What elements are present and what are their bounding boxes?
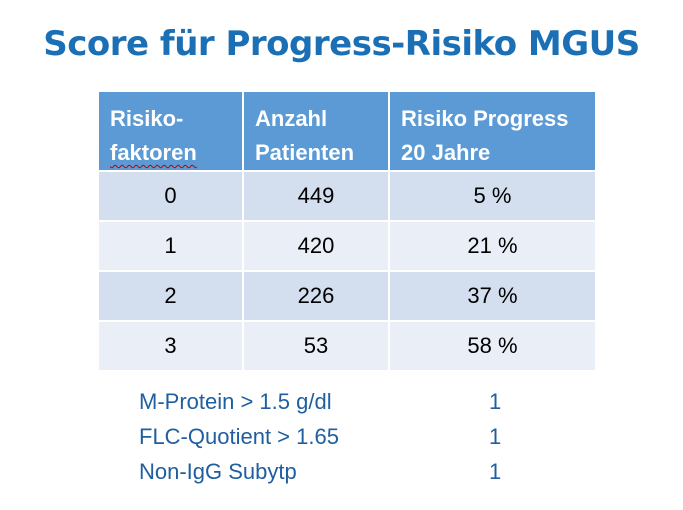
header-line: Risiko Progress: [401, 106, 569, 131]
cell-patients: 53: [242, 320, 390, 372]
cell-risk: 58 %: [388, 320, 597, 372]
cell-factors: 1: [97, 220, 244, 272]
factor-score: 1: [489, 459, 502, 484]
header-line: faktoren: [110, 140, 197, 165]
header-line: 20 Jahre: [401, 140, 491, 165]
table-header-row: Risiko- faktoren Anzahl Patienten Risiko…: [97, 90, 597, 172]
cell-factors: 2: [97, 270, 244, 322]
table-row: 3 53 58 %: [97, 320, 597, 372]
factor-label: FLC-Quotient > 1.65: [139, 424, 339, 449]
factor-score: 1: [489, 389, 502, 414]
header-progress-risk: Risiko Progress 20 Jahre: [388, 90, 597, 172]
risk-score-table: Risiko- faktoren Anzahl Patienten Risiko…: [97, 90, 597, 372]
header-line: Anzahl: [255, 106, 328, 131]
header-line: Risiko-: [110, 106, 184, 131]
list-item: Non-IgG Subytp 1: [139, 454, 519, 489]
table-row: 0 449 5 %: [97, 170, 597, 222]
cell-patients: 449: [242, 170, 390, 222]
list-item: M-Protein > 1.5 g/dl 1: [139, 384, 519, 419]
header-risk-factors: Risiko- faktoren: [97, 90, 244, 172]
factor-label: Non-IgG Subytp: [139, 459, 297, 484]
cell-risk: 21 %: [388, 220, 597, 272]
table-row: 2 226 37 %: [97, 270, 597, 322]
slide-title: Score für Progress-Risiko MGUS: [43, 24, 640, 64]
cell-factors: 3: [97, 320, 244, 372]
cell-patients: 226: [242, 270, 390, 322]
cell-factors: 0: [97, 170, 244, 222]
factor-label: M-Protein > 1.5 g/dl: [139, 389, 332, 414]
table-row: 1 420 21 %: [97, 220, 597, 272]
cell-risk: 37 %: [388, 270, 597, 322]
cell-risk: 5 %: [388, 170, 597, 222]
cell-patients: 420: [242, 220, 390, 272]
list-item: FLC-Quotient > 1.65 1: [139, 419, 519, 454]
factor-score: 1: [489, 424, 502, 449]
header-patient-count: Anzahl Patienten: [242, 90, 390, 172]
header-line: Patienten: [255, 140, 355, 165]
risk-factor-list: M-Protein > 1.5 g/dl 1 FLC-Quotient > 1.…: [139, 384, 519, 489]
